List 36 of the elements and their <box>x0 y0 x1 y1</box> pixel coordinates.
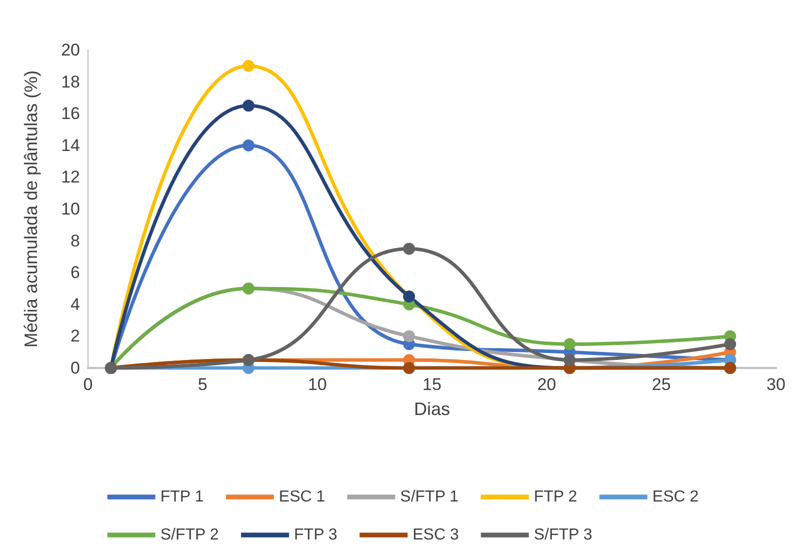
x-tick-label: 10 <box>308 375 327 394</box>
y-tick-label: 4 <box>70 294 80 314</box>
legend-label: FTP 1 <box>160 488 204 506</box>
legend-label: S/FTP 2 <box>160 526 219 544</box>
y-tick-label: 18 <box>61 72 80 92</box>
x-tick-label: 25 <box>652 375 671 394</box>
point <box>242 60 255 72</box>
y-tick-label: 14 <box>61 136 80 155</box>
y-tick-label: 16 <box>61 104 80 124</box>
x-tick-label: 0 <box>83 375 93 394</box>
y-tick-label: 10 <box>61 200 80 218</box>
y-tick-label: 12 <box>61 168 80 187</box>
point <box>403 242 416 255</box>
legend-label: FTP 3 <box>294 526 338 544</box>
legend-label: FTP 2 <box>534 488 578 506</box>
legend-label: ESC 2 <box>652 488 699 506</box>
y-tick-label: 6 <box>70 263 80 282</box>
point <box>724 338 736 350</box>
legend-label: S/FTP 1 <box>400 488 459 506</box>
x-tick-label: 20 <box>537 375 556 394</box>
point <box>403 330 416 342</box>
point <box>242 139 255 152</box>
x-axis-title: Dias <box>414 399 450 419</box>
y-tick-label: 8 <box>70 231 80 250</box>
x-tick-label: 15 <box>422 375 442 394</box>
x-tick-label: 5 <box>198 375 208 394</box>
point <box>564 338 576 350</box>
legend-label: S/FTP 3 <box>534 526 592 544</box>
y-tick-label: 20 <box>61 40 80 60</box>
y-axis-title: Média acumulada de plântulas (%) <box>21 70 41 348</box>
y-tick-label: 0 <box>70 358 80 378</box>
x-tick-label: 30 <box>766 375 786 394</box>
legend-label: ESC 1 <box>278 488 326 506</box>
point <box>242 100 255 112</box>
legend-label: ESC 3 <box>412 526 459 544</box>
y-tick-label: 2 <box>70 326 80 346</box>
